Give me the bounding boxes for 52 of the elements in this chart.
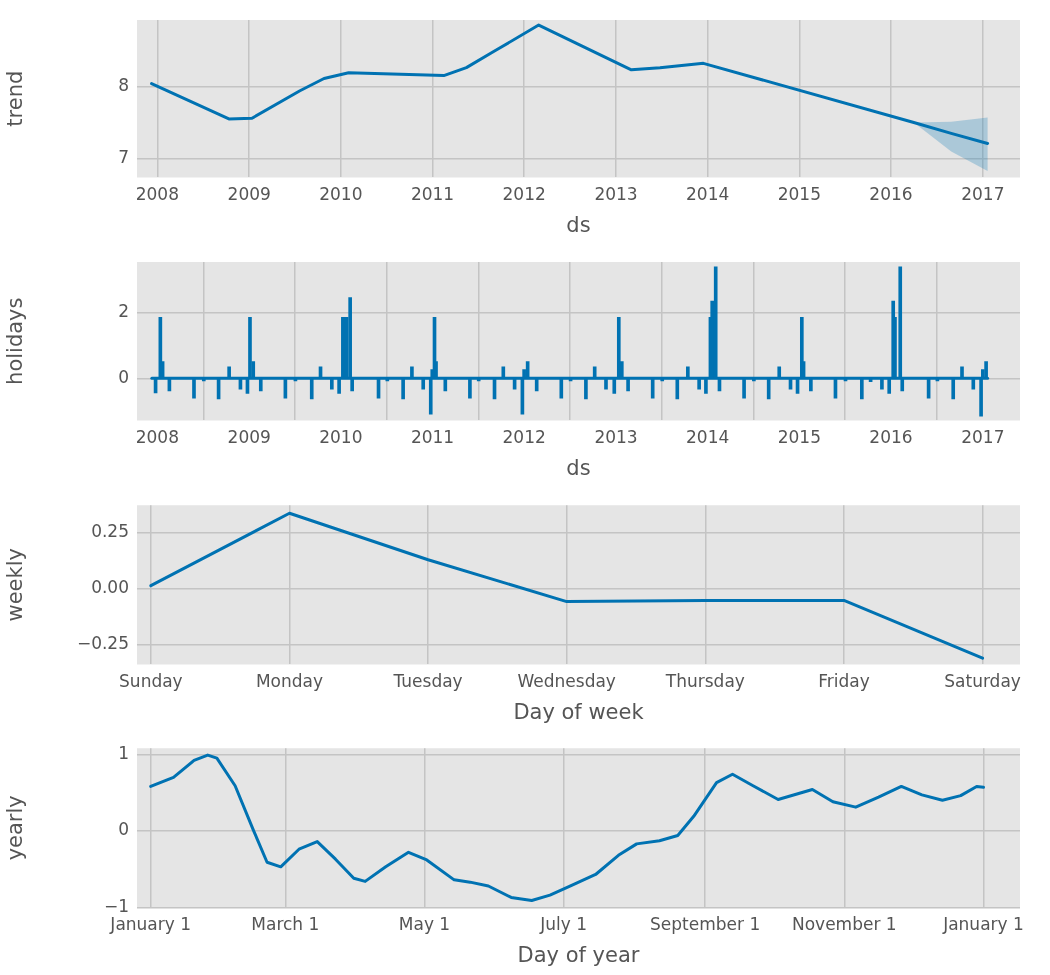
x-tick-label: 2016 bbox=[869, 184, 913, 205]
x-tick-label: 2010 bbox=[319, 184, 363, 205]
y-tick-label: 0 bbox=[118, 366, 129, 387]
x-axis-title: Day of week bbox=[513, 699, 645, 724]
y-tick-label: 0 bbox=[118, 819, 129, 840]
y-tick-label: 8 bbox=[118, 74, 129, 95]
x-tick-label: July 1 bbox=[539, 914, 588, 935]
y-tick-label: 1 bbox=[118, 742, 129, 763]
y-tick-label: 2 bbox=[118, 301, 129, 322]
x-tick-label: 2015 bbox=[777, 427, 821, 448]
x-tick-label: January 1 bbox=[942, 914, 1024, 935]
x-tick-label: 2013 bbox=[594, 184, 638, 205]
x-tick-label: 2010 bbox=[319, 427, 363, 448]
x-tick-label: Monday bbox=[255, 671, 324, 692]
y-tick-label: 0.00 bbox=[91, 577, 129, 598]
x-tick-label: May 1 bbox=[398, 914, 451, 935]
x-tick-label: 2009 bbox=[227, 184, 271, 205]
x-tick-label: 2011 bbox=[410, 427, 455, 448]
x-tick-label: November 1 bbox=[791, 914, 897, 935]
x-axis-title: Day of year bbox=[517, 942, 640, 967]
x-tick-label: Sunday bbox=[119, 671, 183, 692]
x-tick-label: 2017 bbox=[961, 184, 1005, 205]
y-axis-title: weekly bbox=[3, 548, 28, 622]
x-tick-label: Friday bbox=[818, 671, 870, 692]
x-tick-label: 2012 bbox=[502, 427, 546, 448]
x-axis-title: ds bbox=[566, 455, 591, 480]
y-tick-label: 7 bbox=[118, 147, 129, 168]
x-tick-label: 2014 bbox=[686, 427, 730, 448]
y-tick-label: −1 bbox=[103, 895, 129, 916]
y-tick-label: 0.25 bbox=[91, 521, 129, 542]
x-tick-label: 2011 bbox=[410, 184, 455, 205]
x-tick-label: Saturday bbox=[944, 671, 1021, 692]
x-axis-title: ds bbox=[566, 212, 591, 237]
x-tick-label: 2009 bbox=[227, 427, 271, 448]
y-axis-title: yearly bbox=[3, 795, 28, 861]
x-tick-label: 2008 bbox=[135, 427, 179, 448]
x-tick-label: Wednesday bbox=[517, 671, 616, 692]
x-tick-label: January 1 bbox=[109, 914, 192, 935]
x-tick-label: 2015 bbox=[777, 184, 821, 205]
x-tick-label: 2012 bbox=[502, 184, 546, 205]
x-tick-label: 2008 bbox=[135, 184, 179, 205]
x-tick-label: 2014 bbox=[686, 184, 730, 205]
y-tick-label: −0.25 bbox=[76, 633, 129, 654]
y-axis-title: trend bbox=[3, 70, 28, 127]
y-axis-title: holidays bbox=[3, 297, 28, 385]
x-tick-label: September 1 bbox=[650, 914, 761, 935]
x-tick-label: Tuesday bbox=[392, 671, 463, 692]
x-tick-label: 2017 bbox=[961, 427, 1005, 448]
x-tick-label: 2016 bbox=[869, 427, 913, 448]
x-tick-label: Thursday bbox=[664, 671, 745, 692]
x-tick-label: 2013 bbox=[594, 427, 638, 448]
x-tick-label: March 1 bbox=[251, 914, 320, 935]
